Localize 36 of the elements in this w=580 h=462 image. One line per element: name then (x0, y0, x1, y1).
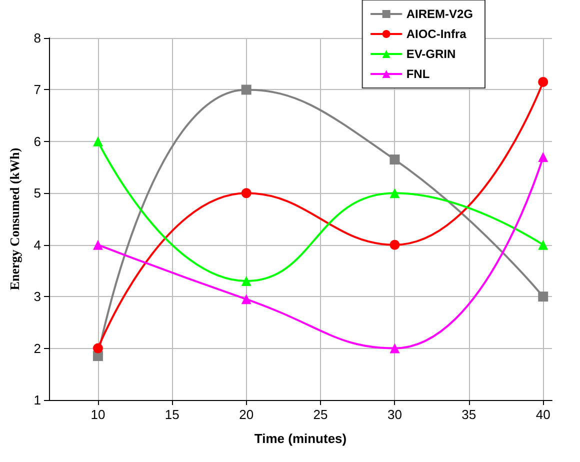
x-tick-label: 15 (164, 407, 180, 422)
point (92, 136, 103, 146)
x-tick-label: 40 (536, 407, 550, 422)
point (538, 292, 548, 302)
point (538, 76, 548, 87)
y-tick-label: 5 (34, 186, 41, 201)
point (538, 152, 548, 162)
point (241, 276, 252, 286)
y-tick-label: 1 (34, 392, 41, 408)
legend-label: AIREM-V2G (406, 7, 474, 21)
x-tick-label: 20 (239, 407, 254, 422)
x-tick-label: 10 (90, 407, 106, 422)
point (538, 240, 548, 250)
y-tick-label: 8 (34, 30, 41, 46)
point (241, 294, 252, 304)
y-tick-label: 4 (34, 237, 41, 252)
legend-label: FNL (406, 67, 430, 81)
point (92, 343, 103, 354)
legend-label: AIOC-Infra (406, 27, 467, 41)
x-axis-title: Time (minutes) (254, 431, 347, 446)
point (241, 84, 252, 95)
x-tick-label: 25 (313, 407, 328, 422)
x-tick-label: 30 (387, 407, 402, 422)
point (390, 154, 400, 165)
point (241, 188, 252, 198)
point (92, 240, 103, 250)
point (390, 240, 400, 250)
y-tick-label: 7 (34, 82, 41, 98)
y-axis-title: Energy Consumed (kWh) (7, 148, 22, 290)
x-tick-label: 35 (462, 407, 476, 422)
point (390, 343, 400, 354)
y-tick-label: 6 (34, 134, 41, 149)
y-tick-label: 3 (34, 289, 41, 304)
point (390, 188, 400, 198)
y-tick-label: 2 (34, 340, 41, 356)
legend-label: EV-GRIN (406, 47, 456, 61)
